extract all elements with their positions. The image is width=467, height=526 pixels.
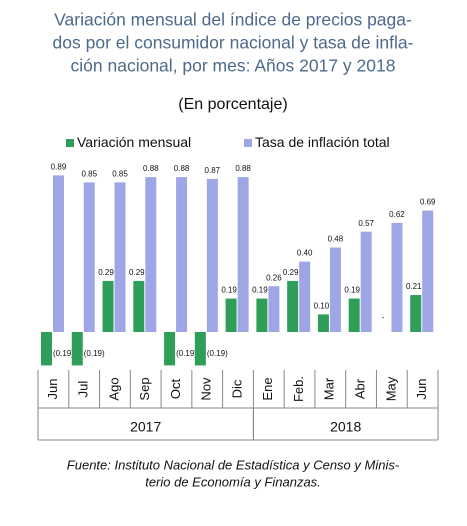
value-label: 0.88 — [174, 164, 190, 173]
value-label: 0.48 — [328, 235, 344, 244]
chart-subtitle: (En porcentaje) — [178, 96, 287, 113]
bar — [422, 210, 434, 332]
value-label: 0.26 — [266, 273, 282, 282]
value-label: 0.87 — [205, 166, 221, 175]
x-tick-label: Dic — [229, 379, 244, 398]
bar — [41, 332, 52, 366]
value-label: (0.19) — [176, 349, 197, 358]
x-tick-label: Oct — [168, 379, 183, 400]
bar — [133, 280, 145, 332]
bar — [299, 261, 311, 332]
legend-label: Variación mensual — [77, 134, 191, 150]
x-tick-label: Mar — [322, 377, 337, 400]
bar — [317, 314, 329, 332]
value-label: 0.88 — [235, 164, 251, 173]
legend-swatch — [66, 139, 74, 147]
bar — [164, 332, 176, 366]
chart-title: dos por el consumidor nacional y tasa de… — [53, 33, 414, 53]
bar — [176, 177, 188, 332]
bar — [287, 280, 299, 332]
x-tick-label: Nov — [199, 377, 214, 401]
chart-title: Variación mensual del índice de precios … — [54, 10, 412, 30]
bar — [114, 182, 126, 332]
legend-swatch — [244, 139, 252, 147]
bar — [194, 332, 206, 366]
value-label: 0.29 — [283, 268, 299, 277]
bar — [256, 298, 268, 332]
value-label: (0.19) — [207, 349, 228, 358]
bar — [268, 286, 280, 332]
bar — [53, 175, 64, 332]
chart-title: ción nacional, por mes: Años 2017 y 2018 — [71, 56, 396, 76]
value-label: 0.19 — [344, 286, 360, 295]
x-tick-label: Ene — [260, 377, 275, 400]
source-note: Fuente: Instituto Nacional de Estadístic… — [67, 457, 400, 472]
bar — [360, 231, 372, 332]
bar — [145, 177, 157, 332]
value-label: 0.10 — [314, 302, 330, 311]
bar — [348, 298, 360, 332]
group-label: 2017 — [130, 419, 161, 435]
legend-label: Tasa de inflación total — [255, 134, 390, 150]
value-label: 0.29 — [98, 268, 114, 277]
value-label: 0.62 — [389, 210, 405, 219]
bar — [206, 178, 218, 332]
bar — [237, 177, 249, 332]
group-label: 2018 — [330, 419, 361, 435]
x-tick-label: Abr — [353, 378, 368, 399]
x-tick-label: Sep — [137, 377, 152, 400]
value-label: (0.19) — [53, 349, 74, 358]
bar — [391, 222, 403, 332]
x-tick-label: Jun — [45, 379, 60, 400]
x-tick-label: Jun — [414, 379, 429, 400]
value-label: 0.21 — [406, 282, 422, 291]
value-label: 0.85 — [112, 170, 128, 179]
bar — [410, 295, 422, 332]
value-label: 0.57 — [358, 219, 374, 228]
value-label: 0.69 — [420, 198, 436, 207]
value-label: 0.29 — [129, 268, 145, 277]
value-label: 0.89 — [51, 162, 67, 171]
value-label: - — [382, 313, 385, 322]
bar — [71, 332, 83, 366]
x-tick-label: May — [383, 376, 398, 401]
bar — [83, 182, 95, 332]
value-label: (0.19) — [84, 349, 105, 358]
bar — [102, 280, 114, 332]
source-note: terio de Economía y Finanzas. — [145, 474, 321, 489]
value-label: 0.19 — [221, 286, 237, 295]
value-label: 0.85 — [81, 170, 97, 179]
value-label: 0.40 — [297, 249, 313, 258]
bar — [329, 247, 341, 332]
value-label: 0.88 — [143, 164, 159, 173]
x-tick-label: Feb. — [291, 376, 306, 402]
bar — [225, 298, 237, 332]
x-tick-label: Jul — [76, 381, 91, 398]
value-label: 0.19 — [252, 286, 268, 295]
x-tick-label: Ago — [106, 377, 121, 400]
